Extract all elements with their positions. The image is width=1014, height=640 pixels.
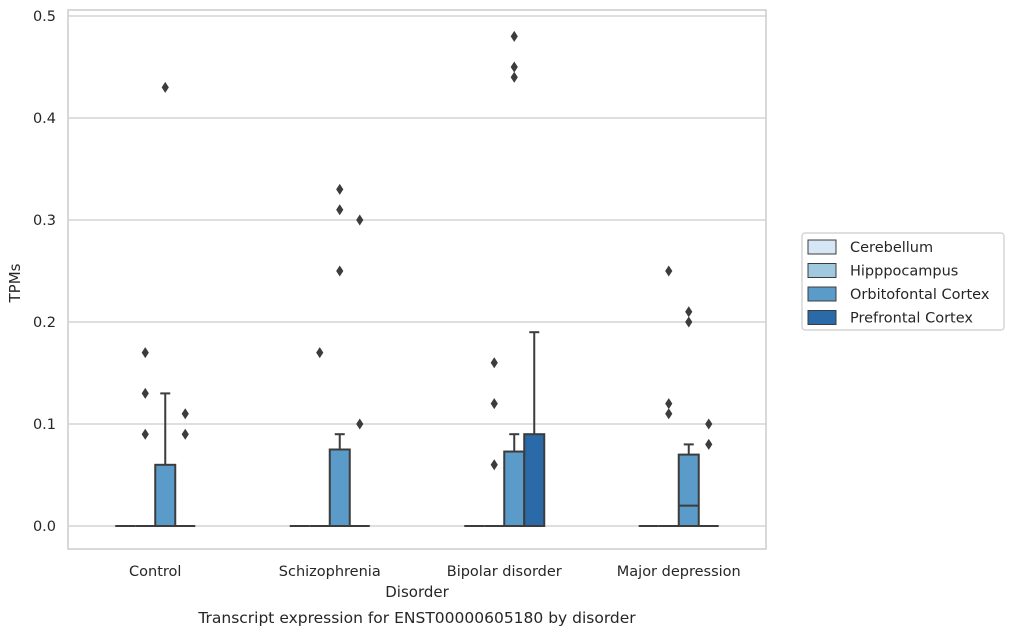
x-tick-label: Schizophrenia: [279, 564, 381, 580]
outlier-point: [141, 387, 149, 399]
gridlines: [68, 15, 766, 527]
outlier-point: [356, 418, 364, 430]
outlier-point: [510, 30, 518, 42]
box: [328, 448, 351, 527]
y-tick-labels: 0.0 0.1 0.2 0.3 0.4 0.5: [33, 9, 56, 535]
outlier-point: [510, 71, 518, 83]
x-tick-label: Control: [129, 564, 181, 580]
legend-swatch: [807, 286, 837, 302]
box: [523, 433, 546, 528]
y-tick-label: 0.3: [33, 213, 56, 229]
outlier-point: [356, 214, 364, 226]
plot-frame: [67, 9, 767, 550]
box-group: [349, 214, 370, 527]
outlier-point: [336, 183, 344, 195]
legend-label: Prefrontal Cortex: [850, 311, 973, 327]
x-tick-label: Bipolar disorder: [447, 564, 562, 580]
legend-label: Hipppocampus: [850, 264, 958, 280]
box-group: [154, 81, 177, 527]
box: [154, 463, 177, 527]
box-marks: [115, 30, 719, 528]
outlier-point: [665, 398, 673, 410]
outlier-point: [336, 265, 344, 277]
legend-label: Orbitofontal Cortex: [850, 287, 990, 303]
box-group: [328, 183, 351, 527]
box-group: [503, 30, 526, 528]
outlier-point: [490, 398, 498, 410]
legend-swatch: [807, 263, 837, 278]
box-group: [523, 331, 546, 528]
box-group: [175, 408, 196, 527]
outlier-point: [510, 61, 518, 73]
legend-box: [801, 232, 1005, 331]
outlier-point: [665, 408, 673, 420]
outlier-point: [705, 438, 713, 450]
outlier-point: [490, 357, 498, 369]
x-tick-label: Major depression: [617, 564, 741, 580]
box-group: [658, 265, 679, 527]
box: [503, 450, 526, 528]
x-axis-label: Disorder: [385, 583, 449, 601]
outlier-point: [181, 428, 189, 440]
outlier-point: [336, 204, 344, 216]
box-group: [135, 347, 156, 527]
chart-title: Transcript expression for ENST0000060518…: [197, 609, 636, 627]
outlier-point: [685, 306, 693, 318]
box-group: [677, 306, 700, 528]
y-tick-label: 0.1: [33, 417, 56, 433]
y-tick-label: 0.5: [33, 9, 56, 25]
outlier-point: [141, 347, 149, 359]
x-tick-labels: Control Schizophrenia Bipolar disorder Majo…: [129, 564, 741, 580]
outlier-point: [161, 81, 169, 93]
legend-label: Cerebellum: [850, 240, 933, 256]
legend-swatch: [807, 239, 837, 255]
legend: Cerebellum Hipppocampus Orbitofontal Corte…: [801, 232, 1005, 331]
outlier-point: [181, 408, 189, 420]
outlier-point: [705, 418, 713, 430]
box: [677, 453, 700, 528]
outlier-point: [685, 316, 693, 328]
y-tick-label: 0.4: [33, 111, 56, 127]
outlier-point: [316, 347, 324, 359]
outlier-point: [141, 428, 149, 440]
y-tick-label: 0.0: [33, 519, 56, 535]
box-group: [698, 418, 719, 527]
box-group: [484, 357, 505, 527]
legend-swatch: [807, 310, 837, 325]
box-group: [309, 347, 330, 527]
y-tick-label: 0.2: [33, 315, 56, 331]
outlier-point: [490, 459, 498, 471]
y-axis-label: TPMs: [6, 263, 24, 303]
outlier-point: [665, 265, 673, 277]
